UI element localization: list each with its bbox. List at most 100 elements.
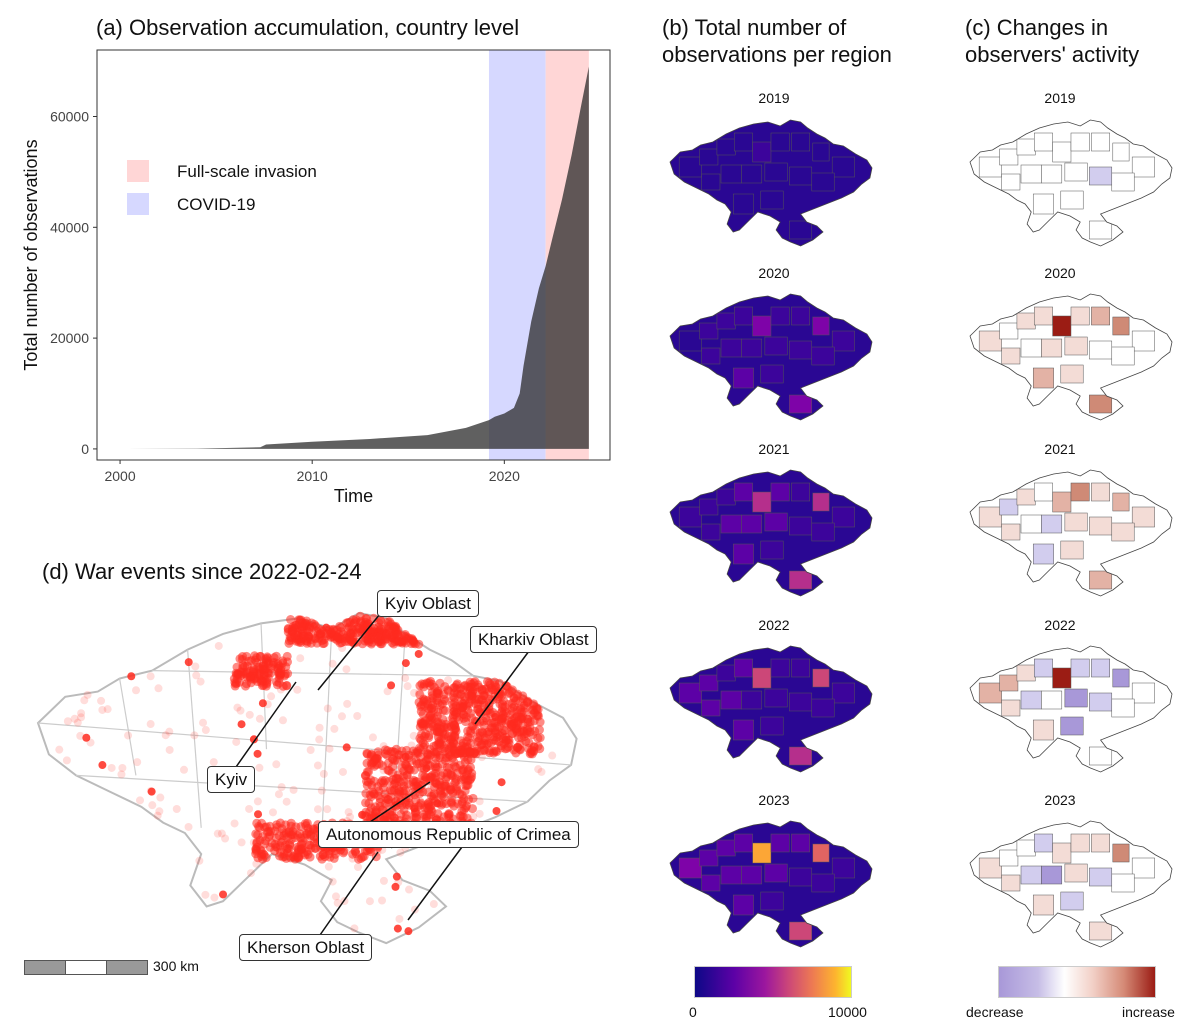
war-event-point <box>179 765 188 774</box>
map-region <box>678 330 702 352</box>
war-event-point <box>82 733 91 742</box>
x-tick-label: 2020 <box>489 468 520 484</box>
war-event-point <box>433 762 443 772</box>
war-event-point <box>460 757 470 767</box>
war-event-point <box>127 672 136 681</box>
map-region <box>1131 156 1155 178</box>
war-event-point <box>457 790 467 800</box>
war-event-point <box>299 833 309 843</box>
map-region <box>1041 690 1063 710</box>
war-event-point <box>83 690 92 699</box>
map-region <box>1001 347 1021 365</box>
war-event-point <box>355 611 365 621</box>
war-event-point <box>524 738 534 748</box>
year-label-c-2020: 2020 <box>1044 265 1076 281</box>
war-event-point <box>429 705 439 715</box>
war-event-point <box>453 799 463 809</box>
war-event-point <box>533 733 543 743</box>
map-region <box>764 512 788 532</box>
war-event-point <box>262 675 272 685</box>
map-region <box>1111 172 1135 192</box>
war-event-points <box>55 611 557 936</box>
map-region <box>1064 336 1088 356</box>
map-region <box>764 688 788 708</box>
war-event-point <box>315 851 325 861</box>
map-region <box>716 138 736 156</box>
map-region <box>1060 716 1084 736</box>
war-event-point <box>488 708 498 718</box>
map-region <box>978 506 1002 528</box>
war-event-point <box>241 681 251 691</box>
war-event-point <box>401 659 410 668</box>
map-c-2023 <box>969 820 1173 948</box>
war-event-point <box>548 751 557 760</box>
map-region <box>720 164 742 184</box>
war-event-point <box>282 797 291 806</box>
war-event-point <box>146 786 155 795</box>
war-event-point <box>427 679 437 689</box>
map-region <box>1131 506 1155 528</box>
war-event-point <box>368 733 377 742</box>
war-event-point <box>411 808 421 818</box>
war-event-point <box>245 710 254 719</box>
map-region <box>764 863 788 883</box>
map-region <box>734 833 753 853</box>
map-region <box>720 338 742 358</box>
war-event-point <box>377 639 387 649</box>
war-event-point <box>236 706 245 715</box>
war-event-point <box>201 726 210 735</box>
map-region <box>1034 132 1053 152</box>
war-event-point <box>154 684 163 693</box>
war-event-point <box>439 694 449 704</box>
colorbar-total-max: 10000 <box>828 1004 867 1020</box>
map-region <box>811 172 835 192</box>
map-c-2019 <box>969 119 1173 247</box>
map-region <box>1020 338 1042 358</box>
map-region <box>1001 699 1021 717</box>
war-event-point <box>449 688 459 698</box>
war-event-point <box>446 785 456 795</box>
war-event-point <box>372 754 382 764</box>
war-event-point <box>315 723 324 732</box>
war-event-point <box>342 743 351 752</box>
year-label-c-2019: 2019 <box>1044 90 1076 106</box>
map-region <box>678 506 702 528</box>
legend-label: COVID-19 <box>177 195 255 214</box>
map-region <box>1112 142 1130 162</box>
war-event-point <box>461 774 471 784</box>
war-event-point <box>468 793 478 803</box>
year-label-b-2019: 2019 <box>758 90 790 106</box>
war-event-point <box>190 731 199 740</box>
war-event-point <box>461 712 471 722</box>
war-event-point <box>133 758 142 767</box>
map-region <box>812 492 830 512</box>
war-event-point <box>433 809 443 819</box>
map-region <box>812 142 830 162</box>
war-event-point <box>347 624 357 634</box>
map-region <box>1016 664 1036 682</box>
war-event-point <box>475 797 484 806</box>
war-event-point <box>416 735 426 745</box>
war-event-point <box>382 629 392 639</box>
war-event-point <box>262 652 272 662</box>
map-region <box>831 506 855 528</box>
war-event-point <box>323 704 332 713</box>
map-region <box>1070 306 1090 326</box>
map-region <box>764 336 788 356</box>
map-region <box>720 690 742 710</box>
war-event-point <box>397 746 407 756</box>
colorbar-change-min: decrease <box>966 1004 1024 1020</box>
war-event-point <box>118 764 127 773</box>
war-event-point <box>448 717 458 727</box>
map-region <box>699 849 719 867</box>
war-event-point <box>136 796 145 805</box>
map-region <box>1032 543 1054 565</box>
y-tick-label: 60000 <box>50 108 89 124</box>
map-region <box>1016 312 1036 330</box>
war-event-point <box>252 842 262 852</box>
label-leader-line <box>319 851 379 936</box>
panel-a-title: (a) Observation accumulation, country le… <box>96 15 520 40</box>
war-event-point <box>397 638 407 648</box>
year-label-b-2020: 2020 <box>758 265 790 281</box>
war-event-point <box>458 766 468 776</box>
